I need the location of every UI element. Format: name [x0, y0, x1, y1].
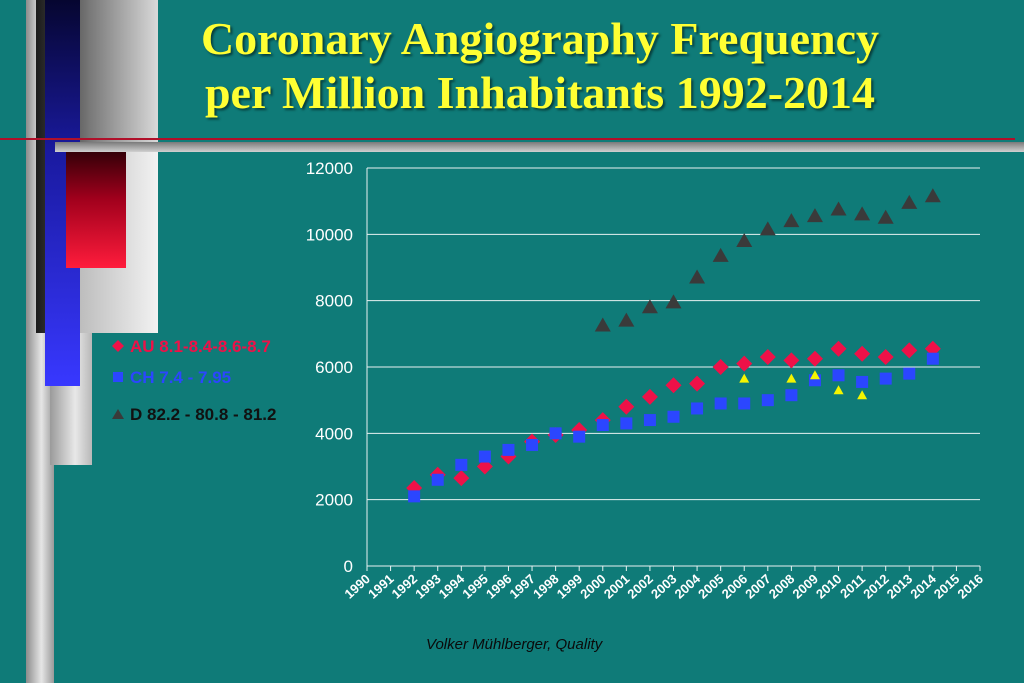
legend-label-ch: CH 7.4 - 7.95: [130, 368, 232, 387]
data-point-diamond: [759, 349, 776, 366]
data-point-triangle: [736, 232, 753, 247]
x-tick-label: 2011: [837, 571, 868, 601]
data-point-diamond: [618, 398, 635, 415]
data-point-triangle: [712, 247, 729, 262]
data-point-square: [643, 414, 656, 427]
data-point-small-triangle: [739, 373, 750, 383]
data-point-triangle: [901, 194, 918, 209]
data-point-triangle: [641, 299, 658, 314]
data-point-square: [832, 369, 845, 382]
data-point-triangle: [924, 188, 941, 203]
data-point-triangle: [854, 206, 871, 221]
y-tick-label: 10000: [306, 225, 353, 244]
data-point-square: [714, 397, 727, 410]
y-tick-label: 0: [344, 557, 353, 576]
data-point-square: [667, 410, 680, 423]
y-tick-label: 2000: [315, 491, 353, 510]
diamond-icon: [112, 340, 124, 352]
footer-credit: Volker Mühlberger, Quality: [426, 636, 603, 653]
y-tick-label: 8000: [315, 292, 353, 311]
data-point-square: [549, 427, 562, 440]
data-point-square: [691, 402, 704, 415]
data-point-diamond: [689, 375, 706, 392]
y-tick-label: 6000: [315, 358, 353, 377]
data-point-square: [431, 473, 444, 486]
data-point-square: [879, 372, 892, 385]
x-tick-label: 2016: [954, 571, 986, 601]
data-point-triangle: [759, 221, 776, 236]
page-title: Coronary Angiography Frequency per Milli…: [130, 12, 950, 120]
y-tick-label: 12000: [306, 159, 353, 178]
data-point-diamond: [901, 342, 918, 359]
data-point-square: [408, 490, 421, 503]
data-point-diamond: [806, 350, 823, 367]
data-point-square: [738, 397, 751, 410]
data-point-small-triangle: [809, 370, 820, 380]
data-point-small-triangle: [786, 373, 797, 383]
scatter-chart: 0200040006000800010000120001990199119921…: [306, 159, 986, 602]
data-point-diamond: [736, 355, 753, 372]
data-point-triangle: [618, 312, 635, 327]
data-point-triangle: [594, 317, 611, 332]
data-point-square: [596, 419, 609, 432]
title-line-1: Coronary Angiography Frequency: [200, 13, 880, 64]
title-line-2: per Million Inhabitants 1992-2014: [204, 67, 876, 118]
decor-red-line: [0, 138, 1015, 140]
data-point-triangle: [830, 201, 847, 216]
data-point-diamond: [641, 388, 658, 405]
data-point-square: [856, 375, 869, 388]
legend-item-au: AU 8.1-8.4-8.6-8.7: [112, 336, 282, 357]
data-point-square: [455, 458, 468, 471]
square-icon: [113, 372, 123, 382]
data-point-square: [573, 430, 586, 443]
data-point-triangle: [806, 208, 823, 223]
chart-legend: AU 8.1-8.4-8.6-8.7 CH 7.4 - 7.95 D 82.2 …: [112, 336, 282, 435]
legend-label-au: AU 8.1-8.4-8.6-8.7: [130, 337, 271, 356]
decor-gray-stripe: [55, 142, 1024, 152]
legend-item-d: D 82.2 - 80.8 - 81.2: [112, 404, 282, 425]
data-point-diamond: [877, 349, 894, 366]
legend-label-d: D 82.2 - 80.8 - 81.2: [130, 405, 277, 424]
y-tick-label: 4000: [315, 424, 353, 443]
data-point-diamond: [712, 359, 729, 375]
decor-red-bar: [66, 152, 126, 268]
data-point-small-triangle: [833, 385, 844, 395]
data-point-diamond: [665, 377, 682, 394]
data-point-square: [502, 443, 515, 456]
data-point-square: [761, 394, 774, 407]
data-point-square: [478, 450, 491, 463]
data-point-diamond: [453, 470, 470, 487]
data-point-square: [785, 389, 798, 402]
data-point-diamond: [783, 352, 800, 369]
data-point-square: [526, 438, 539, 451]
data-point-diamond: [830, 340, 847, 357]
legend-item-ch: CH 7.4 - 7.95: [112, 367, 282, 388]
data-point-square: [620, 417, 633, 430]
data-point-square: [903, 367, 916, 380]
data-point-triangle: [689, 269, 706, 284]
data-point-diamond: [854, 345, 871, 362]
triangle-icon: [112, 409, 124, 419]
data-point-triangle: [665, 294, 682, 309]
data-point-small-triangle: [857, 390, 868, 400]
data-point-triangle: [783, 213, 800, 228]
data-point-triangle: [877, 209, 894, 224]
data-point-square: [926, 352, 939, 365]
